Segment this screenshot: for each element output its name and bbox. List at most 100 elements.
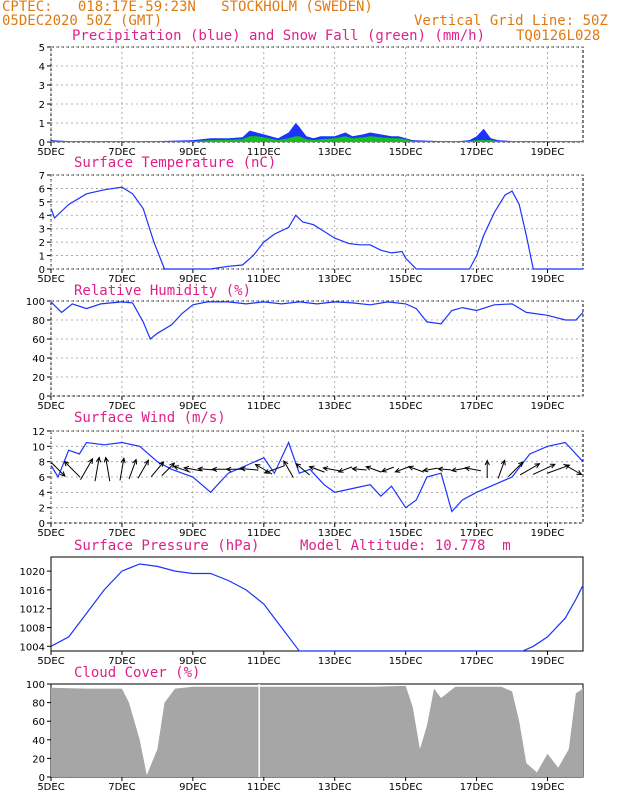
y-tick-label: 80 xyxy=(32,316,45,327)
wind-arrow-head xyxy=(183,465,190,472)
wind-arrow-head xyxy=(322,466,329,472)
x-tick-label: 17DEC xyxy=(460,782,494,793)
wind-arrow-head xyxy=(464,466,471,472)
wind-arrow-shaft xyxy=(497,460,506,479)
y-tick-label: 2 xyxy=(39,238,45,249)
y-tick-label: 5 xyxy=(39,43,45,54)
wind-arrow-shaft xyxy=(366,466,382,473)
x-tick-label: 9DEC xyxy=(179,401,206,412)
wind-arrow-shaft xyxy=(519,463,540,476)
wind-arrow-head xyxy=(60,471,66,477)
y-tick-label: 1 xyxy=(39,252,45,263)
wind-arrow-shaft xyxy=(408,466,424,473)
y-tick-label: 1016 xyxy=(20,586,45,597)
y-tick-label: 10 xyxy=(32,442,45,453)
series-line-1 xyxy=(50,186,583,270)
y-tick-label: 4 xyxy=(39,211,45,222)
y-tick-label: 6 xyxy=(39,473,45,484)
wind-arrow-head xyxy=(225,466,232,472)
x-tick-label: 17DEC xyxy=(460,274,494,285)
y-tick-label: 0 xyxy=(39,519,45,530)
wind-arrow-shaft xyxy=(80,458,93,480)
y-tick-label: 0 xyxy=(39,392,45,403)
y-tick-label: 6 xyxy=(39,184,45,195)
wind-arrow-shaft xyxy=(309,466,325,473)
y-tick-label: 1 xyxy=(39,119,45,130)
wind-arrow-shaft xyxy=(423,467,438,472)
x-tick-label: 7DEC xyxy=(108,401,135,412)
x-tick-label: 11DEC xyxy=(247,782,281,793)
x-tick-label: 11DEC xyxy=(247,401,281,412)
x-tick-label: 7DEC xyxy=(108,528,135,539)
x-tick-label: 9DEC xyxy=(179,782,206,793)
wind-arrow-shaft xyxy=(255,464,273,475)
x-tick-label: 7DEC xyxy=(108,274,135,285)
x-tick-label: 13DEC xyxy=(318,401,352,412)
wind-arrow-shaft xyxy=(546,464,570,474)
x-tick-label: 19DEC xyxy=(531,782,565,793)
x-tick-label: 7DEC xyxy=(108,147,135,158)
x-tick-label: 7DEC xyxy=(108,782,135,793)
wind-arrow-shaft xyxy=(128,459,137,480)
wind-arrow-shaft xyxy=(283,460,294,478)
wind-arrow-head xyxy=(169,462,176,468)
y-tick-label: 2 xyxy=(39,504,45,515)
y-tick-label: 0 xyxy=(39,773,45,784)
wind-arrow-shaft xyxy=(50,462,66,477)
x-tick-label: 19DEC xyxy=(531,528,565,539)
x-tick-label: 13DEC xyxy=(318,274,352,285)
snowfall-area xyxy=(51,136,583,142)
series-line-4 xyxy=(50,563,584,652)
wind-arrow-shaft xyxy=(161,462,175,476)
wind-arrow-head xyxy=(295,462,302,469)
wind-arrow-head xyxy=(283,460,289,467)
wind-arrow-head xyxy=(351,466,358,472)
wind-arrow-shaft xyxy=(532,463,556,475)
x-tick-label: 17DEC xyxy=(460,528,494,539)
x-tick-label: 5DEC xyxy=(37,147,64,158)
x-tick-label: 11DEC xyxy=(247,147,281,158)
grid-note: Vertical Grid Line: 50Z xyxy=(414,13,608,29)
wind-arrow-head xyxy=(197,466,204,472)
y-tick-label: 60 xyxy=(32,335,45,346)
y-tick-label: 2 xyxy=(39,100,45,111)
x-tick-label: 5DEC xyxy=(37,782,64,793)
y-tick-label: 4 xyxy=(39,488,45,499)
pressure-title: Surface Pressure (hPa) xyxy=(74,538,260,554)
x-tick-label: 13DEC xyxy=(318,782,352,793)
y-tick-label: 40 xyxy=(32,736,45,747)
model-code: TQ0126L028 xyxy=(516,28,601,44)
wind-arrow-shaft xyxy=(94,457,100,482)
wind-arrow-shaft xyxy=(338,466,353,473)
y-tick-label: 20 xyxy=(32,373,45,384)
wind-arrow-shaft xyxy=(507,461,524,478)
x-tick-label: 9DEC xyxy=(179,274,206,285)
wind-arrow-head xyxy=(407,465,414,471)
wind-arrow-head xyxy=(576,470,583,476)
wind-arrow-shaft xyxy=(137,460,149,479)
y-tick-label: 3 xyxy=(39,81,45,92)
model-altitude: Model Altitude: 10.778 m xyxy=(300,538,511,554)
y-tick-label: 8 xyxy=(39,458,45,469)
wind-arrow-head xyxy=(308,465,315,471)
y-tick-label: 12 xyxy=(32,427,45,438)
x-tick-label: 13DEC xyxy=(318,528,352,539)
y-tick-label: 60 xyxy=(32,717,45,728)
x-tick-label: 5DEC xyxy=(37,401,64,412)
series-line-3 xyxy=(50,440,584,513)
x-tick-label: 15DEC xyxy=(389,528,423,539)
x-tick-label: 15DEC xyxy=(389,656,423,667)
x-tick-label: 19DEC xyxy=(531,274,565,285)
y-tick-label: 5 xyxy=(39,198,45,209)
y-tick-label: 40 xyxy=(32,354,45,365)
wind-arrow-head xyxy=(263,468,270,474)
panel-frame xyxy=(50,46,584,143)
x-tick-label: 17DEC xyxy=(460,401,494,412)
x-tick-label: 11DEC xyxy=(247,656,281,667)
x-tick-label: 9DEC xyxy=(179,147,206,158)
wind-arrow-shaft xyxy=(438,468,452,471)
wind-arrow-shaft xyxy=(563,463,582,475)
cloud-title: Cloud Cover (%) xyxy=(74,665,201,681)
y-tick-label: 7 xyxy=(39,171,45,182)
